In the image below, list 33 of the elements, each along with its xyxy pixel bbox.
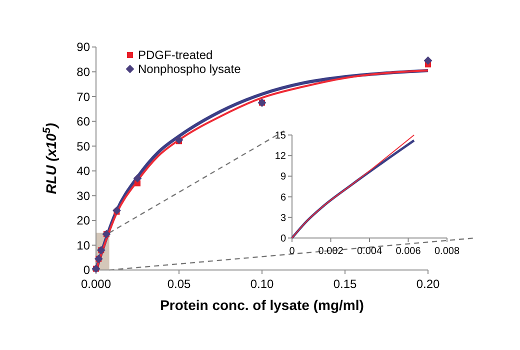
x-tick-label: 0.004 xyxy=(356,246,382,257)
y-tick-label: 9 xyxy=(280,172,286,183)
legend-label: Nonphospho lysate xyxy=(138,62,242,76)
y-tick-label: 20 xyxy=(76,214,90,228)
x-tick-label: 0.15 xyxy=(333,277,357,291)
point xyxy=(174,136,184,144)
x-tick-label: 0.20 xyxy=(416,277,440,291)
point xyxy=(133,174,142,183)
y-tick-label: 10 xyxy=(76,238,90,252)
y-tick-label: 30 xyxy=(76,188,90,203)
y-tick-label: 0 xyxy=(83,263,90,278)
x-tick-label: 0.05 xyxy=(167,277,191,291)
point xyxy=(424,56,432,65)
x-tick-label: 0.002 xyxy=(318,246,344,257)
y-tick-label: 40 xyxy=(76,164,90,178)
y-tick-label: 15 xyxy=(274,130,286,142)
x-tick-label: 0.10 xyxy=(250,277,274,291)
x-tick-label: 0.008 xyxy=(434,246,460,257)
y-tick-label: 90 xyxy=(76,40,90,54)
x-tick-label: 0.000 xyxy=(80,277,112,291)
x-tick-label: 0.006 xyxy=(396,246,422,257)
y-tick-label: 50 xyxy=(76,139,90,154)
y-tick-label: 70 xyxy=(76,90,90,104)
y-tick-label: 3 xyxy=(280,212,286,224)
y-tick-label: 6 xyxy=(280,192,286,204)
x-axis-title: Protein conc. of lysate (mg/ml) xyxy=(160,297,364,313)
legend-label: PDGF-treated xyxy=(138,48,213,62)
y-tick-label: 80 xyxy=(76,64,90,79)
y-tick-label: 0 xyxy=(280,234,286,244)
x-tick-label: 0 xyxy=(289,246,296,257)
y-tick-label: 60 xyxy=(76,114,90,129)
y-tick-label: 12 xyxy=(274,151,286,162)
point xyxy=(112,206,121,215)
